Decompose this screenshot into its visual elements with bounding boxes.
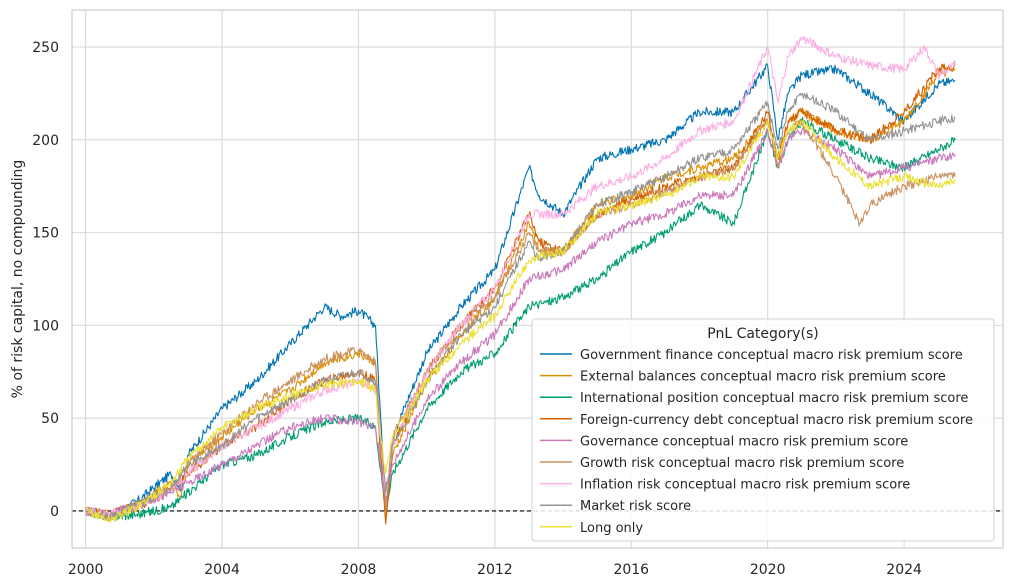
legend-label: Long only: [580, 521, 643, 536]
legend-item: Inflation risk conceptual macro risk pre…: [540, 478, 910, 493]
y-tick-label: 0: [50, 504, 59, 520]
legend-label: External balances conceptual macro risk …: [580, 370, 946, 385]
y-tick-label: 100: [32, 318, 59, 334]
legend-item: Long only: [540, 521, 643, 536]
series-line-3: [85, 116, 956, 522]
x-axis-ticks: 2000 2004 2008 2012 2016 2020 2024: [68, 562, 922, 578]
series-line-8: [85, 92, 956, 522]
x-tick-label: 2016: [613, 562, 649, 578]
legend-title: PnL Category(s): [707, 326, 819, 342]
x-tick-label: 2000: [68, 562, 104, 578]
legend-item: External balances conceptual macro risk …: [540, 370, 946, 385]
y-tick-label: 200: [32, 133, 59, 149]
y-tick-label: 50: [41, 411, 59, 427]
x-tick-label: 2024: [886, 562, 922, 578]
y-tick-label: 150: [32, 226, 59, 242]
x-tick-label: 2020: [750, 562, 786, 578]
legend-label: Inflation risk conceptual macro risk pre…: [580, 478, 910, 493]
series-line-4: [85, 60, 956, 525]
x-tick-label: 2004: [204, 562, 240, 578]
y-axis-ticks: 0 50 100 150 200 250: [32, 40, 59, 520]
legend-box: [531, 318, 995, 542]
plot-frame: [71, 9, 1004, 549]
legend-item: Growth risk conceptual macro risk premiu…: [540, 456, 904, 471]
legend-item: Governance conceptual macro risk premium…: [540, 434, 908, 449]
y-tick-label: 250: [32, 40, 59, 56]
legend-item: Market risk score: [540, 499, 691, 514]
series-lines: [85, 36, 956, 525]
legend-label: International position conceptual macro …: [580, 391, 968, 406]
x-tick-label: 2012: [477, 562, 513, 578]
legend-item: International position conceptual macro …: [540, 391, 968, 406]
legend-label: Government finance conceptual macro risk…: [580, 348, 963, 363]
series-line-7: [85, 36, 956, 519]
legend-label: Foreign-currency debt conceptual macro r…: [580, 413, 973, 428]
series-line-1: [85, 63, 956, 520]
series-line-6: [85, 118, 956, 522]
legend-item: Foreign-currency debt conceptual macro r…: [540, 413, 973, 428]
legend-items: Government finance conceptual macro risk…: [540, 348, 973, 536]
legend-label: Market risk score: [580, 499, 691, 514]
legend-item: Government finance conceptual macro risk…: [540, 348, 963, 363]
y-axis-label: % of risk capital, no compounding: [10, 160, 26, 399]
legend-label: Governance conceptual macro risk premium…: [580, 434, 908, 449]
series-line-9: [85, 118, 956, 524]
legend: PnL Category(s) Government finance conce…: [531, 318, 995, 542]
x-tick-label: 2008: [341, 562, 377, 578]
legend-label: Growth risk conceptual macro risk premiu…: [580, 456, 904, 471]
